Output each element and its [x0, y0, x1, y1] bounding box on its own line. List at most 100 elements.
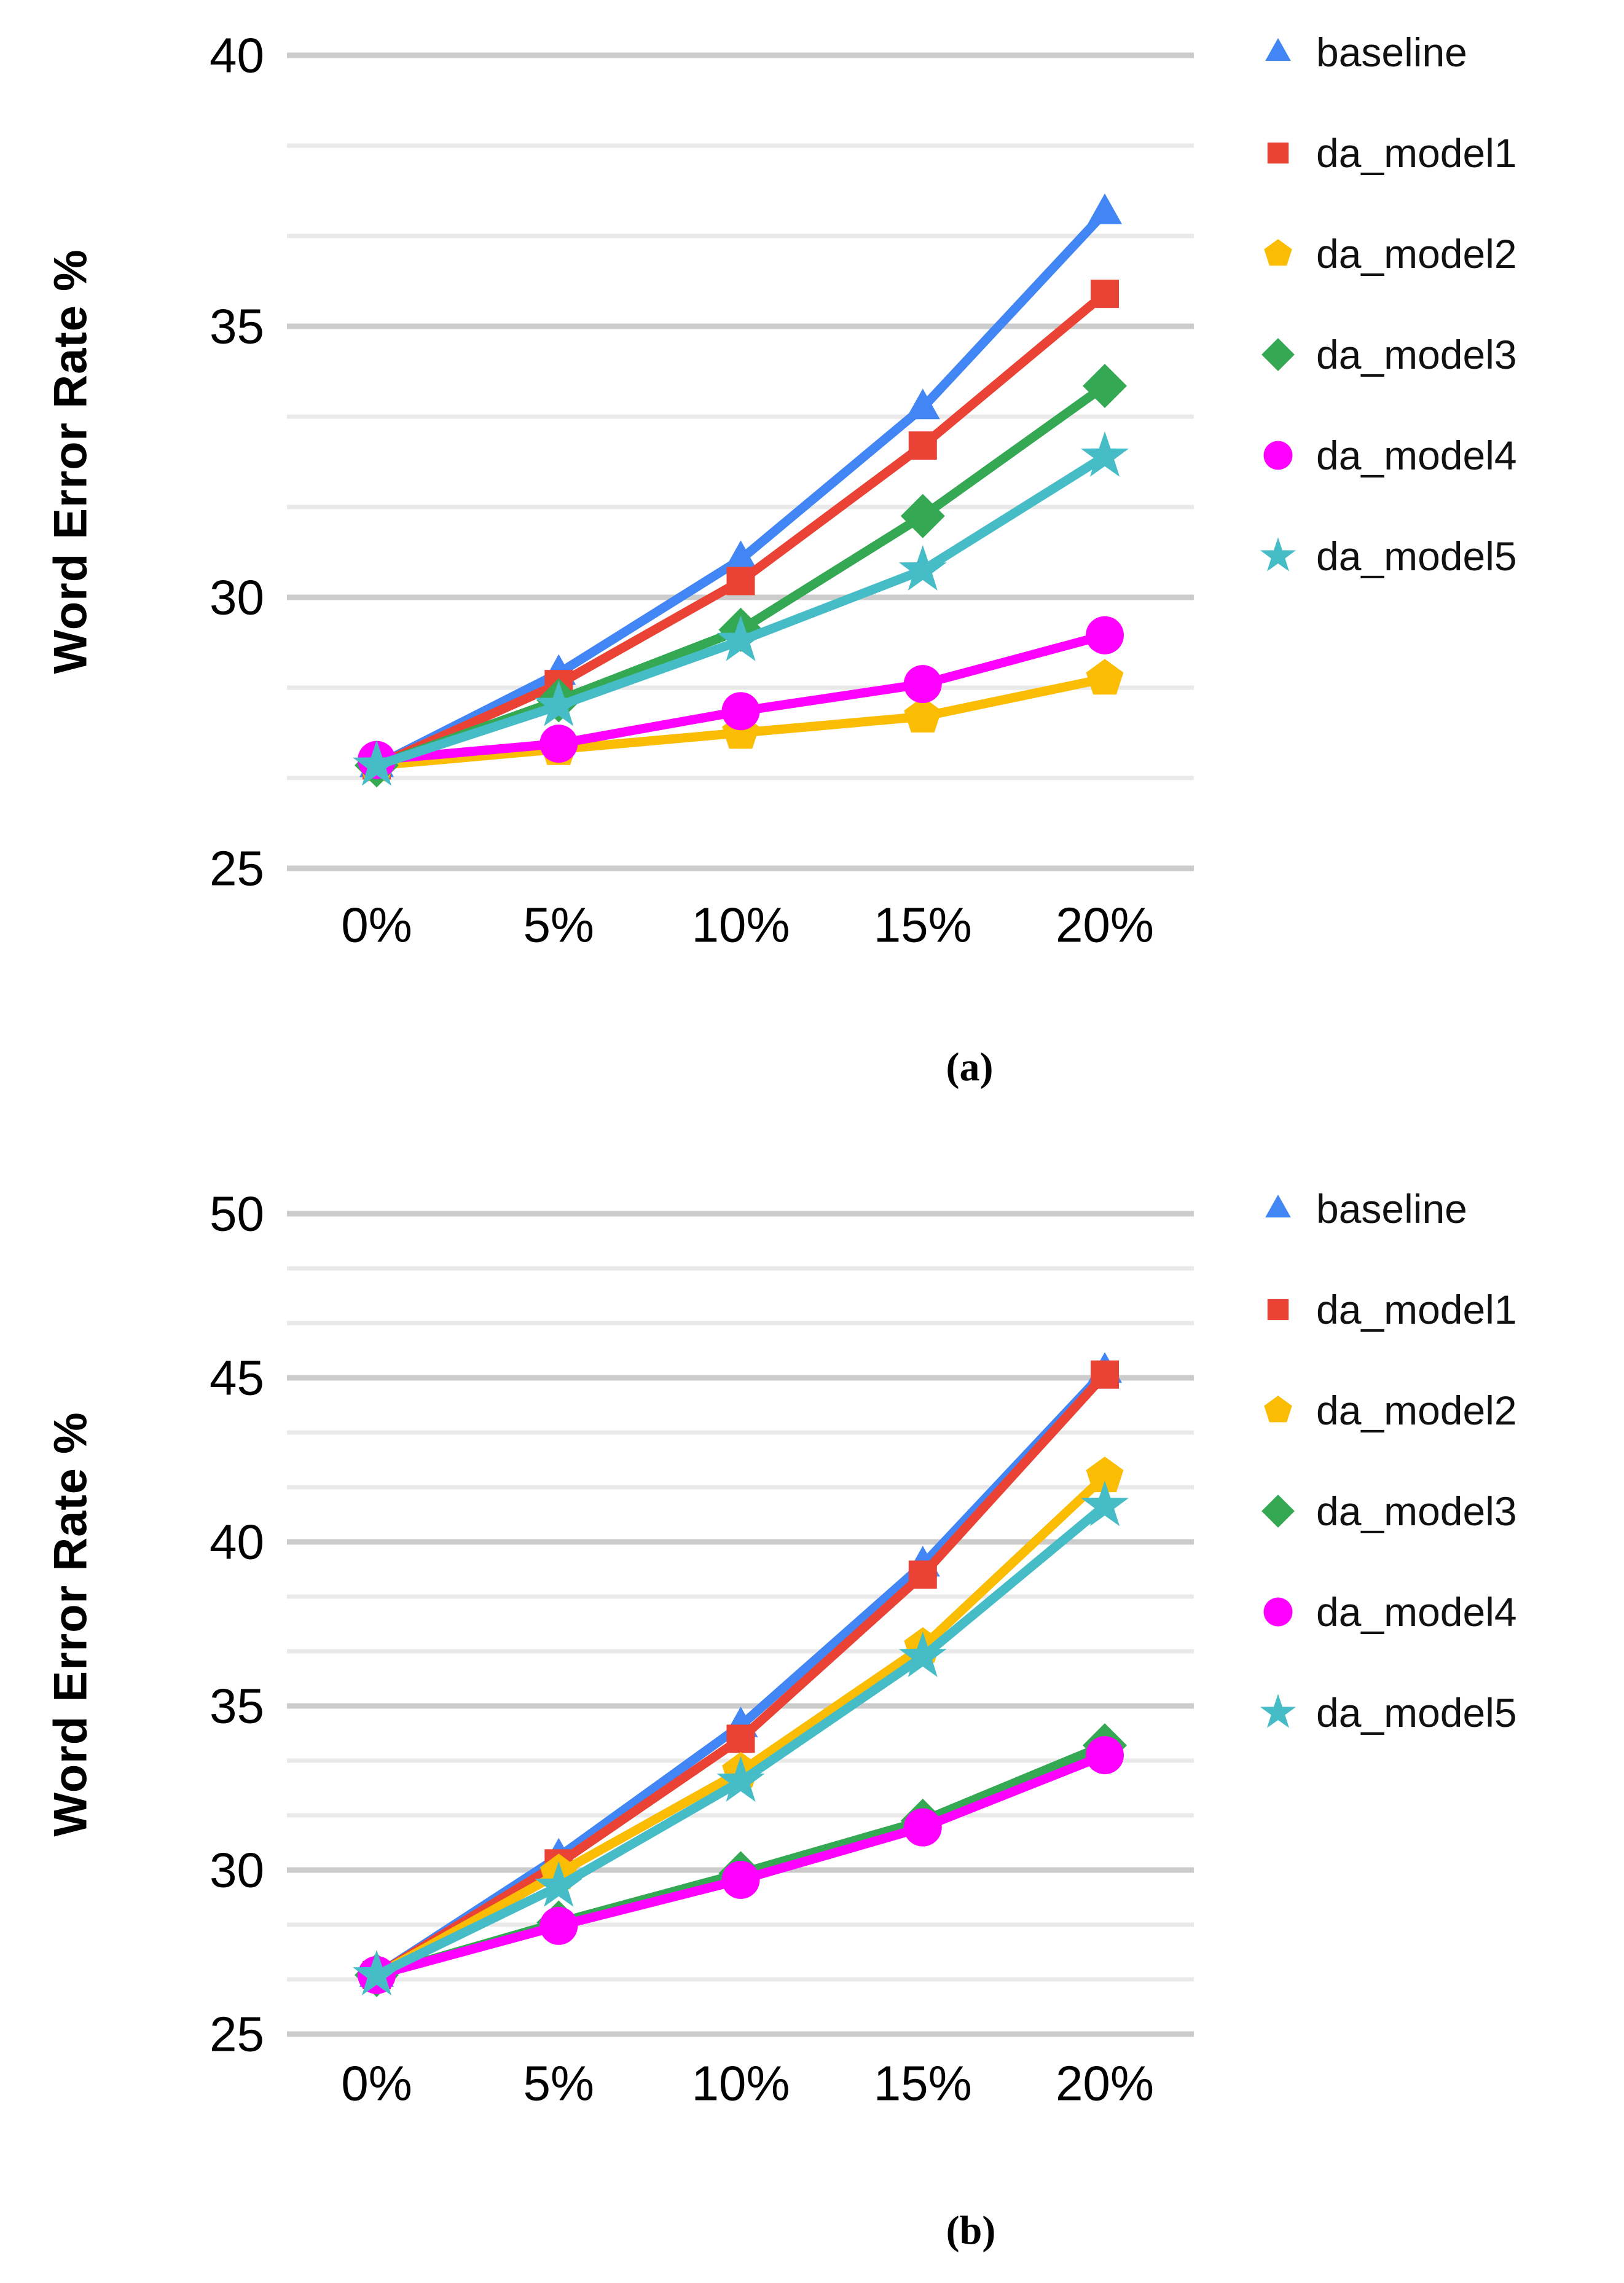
x-axis-tick-label: 15% — [874, 898, 972, 953]
legend-item-da_model3: da_model3 — [1258, 308, 1517, 401]
circle-icon — [539, 725, 578, 763]
star-icon — [1081, 431, 1129, 477]
y-axis-tick-label: 25 — [210, 841, 264, 896]
square-icon — [1091, 280, 1119, 308]
subfigure-label-a: (a) — [946, 1045, 994, 1090]
star-icon — [353, 1949, 401, 1995]
x-axis-tick-label: 15% — [874, 2056, 972, 2111]
y-axis-tick-label: 50 — [210, 1187, 264, 1241]
circle-icon — [721, 1861, 760, 1899]
star-icon — [898, 1631, 947, 1678]
legend-label: da_model5 — [1316, 533, 1517, 579]
legend-label: da_model3 — [1316, 1488, 1517, 1534]
legend-label: da_model1 — [1316, 130, 1517, 176]
legend-item-baseline: baseline — [1258, 1163, 1467, 1255]
series-da_model5 — [353, 1480, 1129, 1995]
x-axis-tick-label: 10% — [691, 2056, 790, 2111]
legend-item-da_model5: da_model5 — [1258, 510, 1517, 602]
triangle-up-icon — [1258, 1189, 1298, 1228]
square-icon — [1258, 133, 1298, 173]
triangle-up-icon — [905, 388, 940, 420]
x-axis-tick-label: 20% — [1056, 898, 1154, 953]
legend-item-da_model4: da_model4 — [1258, 1566, 1517, 1658]
diamond-icon — [1258, 335, 1298, 374]
legend-label: da_model2 — [1316, 1388, 1517, 1433]
legend-label: da_model4 — [1316, 433, 1517, 478]
square-icon — [1091, 1360, 1119, 1389]
legend-label: baseline — [1316, 29, 1467, 75]
x-axis-tick-label: 5% — [523, 2056, 594, 2111]
star-icon — [1258, 536, 1298, 576]
legend-item-baseline: baseline — [1258, 6, 1467, 98]
major-gridlines — [287, 1211, 1194, 2037]
y-axis-tick-label: 45 — [210, 1351, 264, 1405]
y-axis-tick-label: 35 — [210, 1679, 264, 1734]
star-icon — [535, 1861, 583, 1907]
star-icon — [1258, 1693, 1298, 1732]
triangle-up-icon — [723, 540, 758, 572]
minor-gridlines — [287, 1266, 1194, 1982]
circle-icon — [721, 692, 760, 731]
star-icon — [1081, 1480, 1129, 1527]
legend-label: da_model2 — [1316, 231, 1517, 277]
y-axis-tick-label: 25 — [210, 2007, 264, 2062]
circle-icon — [1258, 1592, 1298, 1632]
triangle-up-icon — [1258, 33, 1298, 72]
triangle-up-icon — [1088, 193, 1122, 224]
square-icon — [908, 1560, 937, 1589]
y-axis-tick-label: 40 — [210, 28, 264, 83]
series-da_model4 — [358, 616, 1124, 779]
legend-label: da_model1 — [1316, 1287, 1517, 1332]
y-axis-tick-label: 30 — [210, 1843, 264, 1898]
legend-label: baseline — [1316, 1186, 1467, 1232]
pentagon-icon — [904, 697, 942, 733]
star-icon — [353, 740, 401, 786]
pentagon-icon — [1086, 659, 1124, 695]
series-line-baseline — [372, 208, 1110, 770]
x-axis-tick-label: 20% — [1056, 2056, 1154, 2111]
legend-item-da_model1: da_model1 — [1258, 1263, 1517, 1356]
square-icon — [726, 1724, 755, 1753]
subfigure-label-b: (b) — [946, 2208, 996, 2253]
x-axis-tick-label: 5% — [523, 898, 594, 953]
circle-icon — [903, 665, 942, 704]
y-axis-tick-label: 30 — [210, 570, 264, 625]
star-icon — [716, 615, 765, 661]
star-icon — [535, 680, 583, 726]
legend-label: da_model3 — [1316, 332, 1517, 377]
square-icon — [726, 567, 755, 595]
circle-icon — [1258, 436, 1298, 475]
circle-icon — [903, 1808, 942, 1847]
series-da_model5 — [353, 431, 1129, 786]
x-axis-tick-label: 0% — [341, 2056, 412, 2111]
x-axis-tick-label: 10% — [691, 898, 790, 953]
legend-item-da_model4: da_model4 — [1258, 409, 1517, 501]
diamond-icon — [1083, 364, 1127, 408]
circle-icon — [1086, 1736, 1124, 1775]
circle-icon — [1086, 616, 1124, 654]
y-axis-tick-label: 40 — [210, 1515, 264, 1570]
star-icon — [898, 544, 947, 591]
legend-item-da_model5: da_model5 — [1258, 1667, 1517, 1759]
legend-item-da_model2: da_model2 — [1258, 1364, 1517, 1456]
diamond-icon — [1258, 1491, 1298, 1531]
star-icon — [716, 1756, 765, 1802]
square-icon — [1258, 1290, 1298, 1329]
legend-item-da_model2: da_model2 — [1258, 208, 1517, 300]
pentagon-icon — [1086, 1456, 1124, 1493]
legend-label: da_model4 — [1316, 1589, 1517, 1635]
major-gridlines — [287, 52, 1194, 871]
minor-gridlines — [287, 143, 1194, 780]
circle-icon — [539, 1906, 578, 1945]
legend-item-da_model1: da_model1 — [1258, 107, 1517, 199]
diamond-icon — [900, 493, 945, 538]
pentagon-icon — [1258, 234, 1298, 273]
chart-b-plot: 25 30 35 40 45 50 0% 5% 10% 15% 20% — [210, 1187, 1194, 2111]
pentagon-icon — [1258, 1391, 1298, 1430]
legend-label: da_model5 — [1316, 1690, 1517, 1735]
legend-item-da_model3: da_model3 — [1258, 1465, 1517, 1557]
x-axis-tick-label: 0% — [341, 898, 412, 953]
y-axis-tick-label: 35 — [210, 299, 264, 354]
square-icon — [908, 431, 937, 460]
